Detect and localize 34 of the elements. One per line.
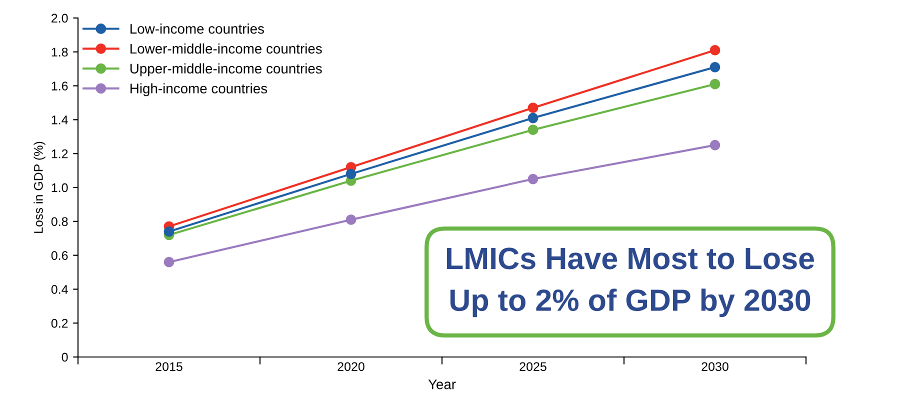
y-tick-label: 1.8 — [52, 48, 68, 57]
point — [710, 44, 720, 56]
point — [710, 140, 720, 150]
legend-label: High-income countries — [130, 83, 268, 96]
annotation: LMICs Have Most to Lose Up to 2% of GDP by 2030 — [447, 248, 814, 318]
point — [346, 168, 356, 180]
point — [164, 256, 174, 268]
legend-label: Lower-middle-income countries — [130, 43, 322, 54]
y-axis-title: Loss in GDP (%) — [34, 142, 46, 233]
x-axis-title: Year — [428, 380, 456, 390]
y-tick-label: 0 — [62, 352, 68, 362]
x-tick-label: 2020 — [338, 362, 364, 372]
point — [710, 62, 720, 72]
y-tick-label: 1.0 — [52, 183, 68, 192]
point — [528, 102, 538, 114]
point — [346, 214, 356, 225]
y-tick-label: 1.4 — [52, 116, 68, 124]
y-tick-label: 0.2 — [51, 318, 68, 328]
point — [164, 226, 174, 237]
x-tick-label: 2015 — [156, 362, 182, 372]
y-tick-label: 2.0 — [52, 14, 68, 23]
x-tick-label: 2030 — [702, 362, 728, 372]
x-tick-label: 2025 — [520, 362, 546, 372]
y-tick-label: 0.6 — [51, 251, 68, 260]
y-tick-label: 1.2 — [52, 149, 68, 158]
point — [710, 78, 720, 90]
legend-label: Upper-middle-income countries — [130, 63, 322, 76]
y-tick-label: 1.6 — [52, 82, 68, 90]
point — [528, 174, 538, 184]
y-tick-label: 0.8 — [51, 217, 68, 226]
legend-label: Low-income countries — [130, 24, 264, 34]
y-tick-label: 0.4 — [51, 285, 68, 294]
point — [528, 124, 538, 136]
point — [528, 112, 538, 124]
